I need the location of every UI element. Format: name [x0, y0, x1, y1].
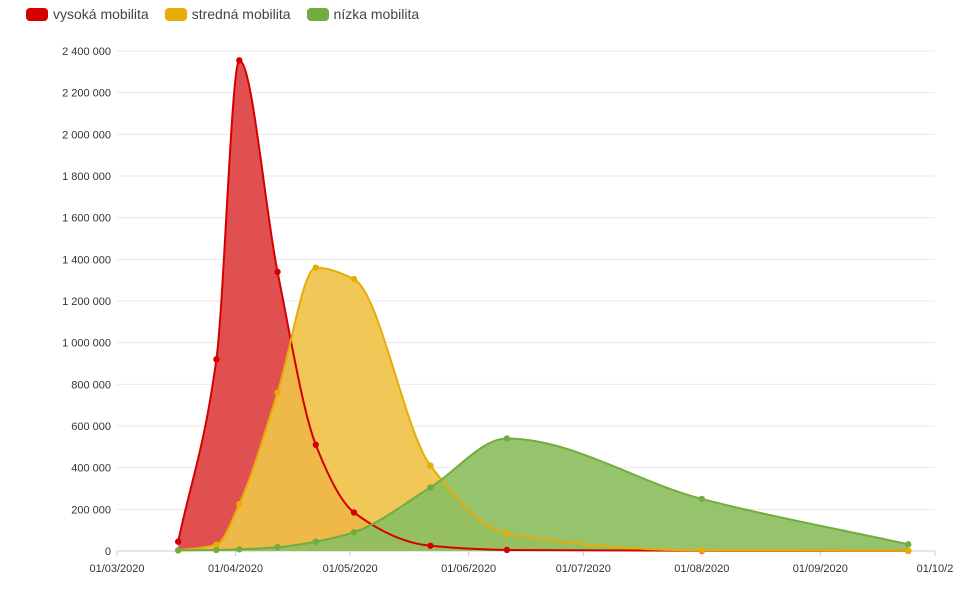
point-low-mobility — [503, 435, 511, 442]
point-high-mobility — [213, 356, 220, 363]
point-low-mobility — [427, 484, 434, 491]
legend-label: stredná mobilita — [191, 6, 291, 22]
point-high-mobility — [427, 542, 434, 549]
y-tick-label: 1 200 000 — [62, 296, 111, 308]
point-high-mobility — [274, 268, 281, 276]
chart-legend: vysoká mobilita stredná mobilita nízka m… — [26, 6, 419, 22]
area-medium-mobility — [178, 267, 909, 551]
point-low-mobility — [905, 541, 912, 548]
legend-item-low-mobility[interactable]: nízka mobilita — [306, 6, 420, 22]
x-tick-label: 01/07/2020 — [556, 563, 611, 575]
y-tick-label: 1 000 000 — [62, 338, 111, 350]
x-tick-label: 01/08/2020 — [674, 563, 729, 575]
point-medium-mobility — [312, 264, 319, 271]
point-low-mobility — [312, 538, 319, 545]
x-tick-label: 01/03/2020 — [89, 563, 144, 575]
legend-swatch-icon — [164, 7, 187, 21]
y-tick-label: 400 000 — [71, 463, 111, 475]
point-high-mobility — [350, 509, 358, 516]
y-tick-label: 200 000 — [71, 504, 111, 516]
x-tick-label: 01/10/2 — [917, 563, 954, 575]
y-tick-label: 1 400 000 — [62, 254, 111, 266]
x-tick-label: 01/09/2020 — [793, 563, 848, 575]
y-tick-label: 1 600 000 — [62, 213, 111, 225]
y-tick-label: 1 800 000 — [62, 171, 111, 183]
y-tick-label: 2 400 000 — [62, 46, 111, 58]
point-medium-mobility — [236, 500, 243, 508]
point-high-mobility — [503, 546, 511, 554]
y-tick-label: 2 000 000 — [62, 129, 111, 141]
point-medium-mobility — [213, 541, 220, 548]
legend-label: nízka mobilita — [333, 6, 420, 22]
x-tick-label: 01/06/2020 — [441, 563, 496, 575]
point-low-mobility — [174, 547, 182, 554]
point-medium-mobility — [905, 547, 912, 554]
x-tick-label: 01/05/2020 — [323, 563, 378, 575]
y-tick-label: 0 — [105, 546, 111, 558]
point-high-mobility — [174, 538, 182, 545]
legend-label: vysoká mobilita — [53, 6, 149, 22]
line-high-mobility — [177, 59, 909, 552]
y-tick-label: 800 000 — [71, 379, 111, 391]
point-low-mobility — [274, 544, 281, 551]
point-medium-mobility — [274, 389, 281, 396]
x-tick-label: 01/04/2020 — [208, 563, 263, 575]
point-high-mobility — [236, 57, 243, 64]
point-low-mobility — [698, 495, 706, 503]
point-medium-mobility — [427, 462, 434, 469]
point-low-mobility — [350, 529, 358, 536]
point-low-mobility — [236, 546, 243, 553]
y-tick-label: 2 200 000 — [62, 88, 111, 100]
point-medium-mobility — [350, 275, 358, 283]
point-medium-mobility — [503, 530, 511, 537]
point-low-mobility — [213, 546, 220, 554]
legend-swatch-icon — [26, 7, 48, 21]
point-high-mobility — [312, 441, 319, 448]
area-low-mobility — [178, 438, 909, 551]
legend-item-medium-mobility[interactable]: stredná mobilita — [164, 6, 291, 22]
y-tick-label: 600 000 — [71, 421, 111, 433]
legend-swatch-icon — [306, 7, 329, 21]
point-medium-mobility — [698, 547, 706, 554]
legend-item-high-mobility[interactable]: vysoká mobilita — [26, 6, 149, 22]
